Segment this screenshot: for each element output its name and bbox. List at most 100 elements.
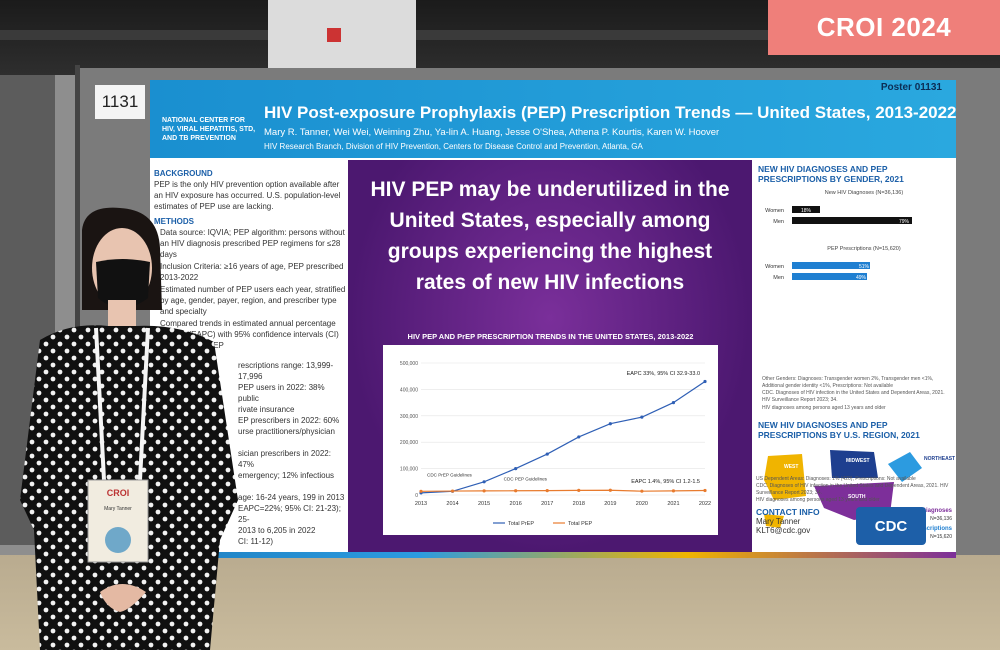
results-line: rivate insurance (238, 405, 295, 414)
y-tick-label: 300,000 (400, 414, 418, 420)
gender-bar-chart: New HIV Diagnoses (N=36,136) Women Men 1… (765, 190, 912, 281)
neck (108, 300, 136, 330)
badge-name: Mary Tanner (104, 506, 132, 512)
dx-men-value: 79% (899, 219, 910, 225)
data-point (450, 489, 455, 493)
alaska-shape (764, 514, 784, 528)
pep-women-bar (792, 262, 870, 269)
lanyard-right (138, 327, 150, 481)
region-age-note: HIV diagnoses among persons aged 13 year… (756, 497, 880, 503)
data-point (419, 489, 423, 493)
data-point (545, 452, 549, 456)
contact-name: Mary Tanner (756, 517, 801, 526)
clasped-hands (100, 584, 146, 612)
pep-men-bar (792, 273, 867, 280)
cdc-logo: CDC (856, 507, 926, 545)
data-point (703, 379, 707, 384)
gender-note: Other Genders: Diagnoses: Transgender wo… (762, 376, 934, 389)
results-line: rescriptions range: 13,999-17,996 (238, 361, 334, 381)
x-tick-label: 2016 (510, 501, 522, 507)
trend-chart-svg: 0 100,000 200,000 300,000 400,000 500,000 2013… (400, 361, 711, 527)
data-point (671, 489, 676, 493)
x-tick-label: 2022 (699, 501, 711, 507)
x-tick-label: 2014 (446, 501, 458, 507)
x-tick-label: 2021 (667, 501, 679, 507)
region-notes: US Dependent Areas: Diagnoses: 1% (420),… (756, 476, 954, 535)
series-line (420, 380, 706, 494)
x-tick-label: 2019 (604, 501, 616, 507)
x-tick-label: 2013 (415, 501, 427, 507)
data-point (577, 488, 581, 492)
northeast-label: NORTHEAST (924, 456, 955, 462)
trend-chart: HIV PEP AND PrEP PRESCRIPTION TRENDS IN … (383, 332, 718, 535)
key-message-panel: HIV PEP may be underutilized in the Unit… (348, 160, 752, 555)
y-tick-label: 100,000 (400, 467, 418, 473)
x-tick-label: 2018 (573, 501, 585, 507)
women-label: Women (765, 208, 784, 214)
concrete-column (268, 0, 416, 78)
pep-eapc-annotation: EAPC 1.4%, 95% CI 1.2-1.5 (631, 479, 700, 485)
poster-org: NATIONAL CENTER FOR HIV, VIRAL HEPATITIS… (162, 117, 256, 142)
lanyard-left (94, 327, 106, 481)
y-tick-label: 400,000 (400, 387, 418, 393)
poster-authors: Mary R. Tanner, Wei Wei, Weiming Zhu, Ya… (264, 127, 720, 138)
y-tick-label: 0 (415, 493, 418, 499)
presenter: CROI Mary Tanner (20, 207, 238, 650)
results-line: EP prescribers in 2022: 60% (238, 416, 340, 425)
results-line: PEP users in 2022: 38% public (238, 383, 325, 403)
results-line: sician prescribers in 2022: 47% (238, 449, 331, 469)
south-label: SOUTH (848, 494, 866, 500)
region-note: US Dependent Areas: Diagnoses: 1% (420),… (756, 476, 916, 482)
gender-source: CDC. Diagnoses of HIV infection in the U… (762, 390, 945, 403)
board-number-sign: 1131 (95, 85, 145, 119)
us-region-map: WEST MIDWEST NORTHEAST SOUTH HIV Diagnos… (764, 450, 955, 540)
background-text: PEP is the only HIV prevention option av… (154, 180, 341, 211)
prep-eapc-annotation: EAPC 33%, 95% CI 32.9-33.0 (627, 371, 700, 377)
data-point (545, 489, 549, 493)
gender-age-note: HIV diagnoses among persons aged 13 year… (762, 405, 886, 411)
poster-footer-strip (150, 552, 956, 558)
data-point (640, 415, 644, 419)
poster-affiliation: HIV Research Branch, Division of HIV Pre… (264, 142, 643, 151)
pep-guideline-annotation: CDC PEP Guidelines (504, 476, 548, 481)
poster-board-frame (75, 65, 80, 575)
results-line: urse practitioners/physician (238, 427, 335, 436)
results-line (238, 437, 346, 448)
background-heading: BACKGROUND (154, 169, 213, 178)
fire-alarm-sign (327, 28, 341, 42)
poster-header: Poster 01131 NATIONAL CENTER FOR HIV, VI… (150, 80, 956, 158)
data-point (671, 401, 676, 405)
series-line (420, 489, 706, 492)
poster-title: HIV Post-exposure Prophylaxis (PEP) Pres… (264, 103, 956, 122)
methods-bullet: Data source: IQVIA; PEP algorithm: perso… (160, 228, 345, 259)
poster-right-column: NEW HIV DIAGNOSES AND PEP PRESCRIPTIONS … (754, 160, 956, 555)
data-point (482, 480, 486, 484)
results-line: 2013 to 6,205 in 2022 (238, 526, 316, 535)
men-label: Men (773, 219, 784, 225)
dx-women-value: 18% (801, 208, 812, 214)
x-tick-label: 2017 (541, 501, 553, 507)
west-region (764, 454, 806, 500)
northeast-region (888, 452, 922, 482)
x-tick-label: 2020 (636, 501, 648, 507)
x-tick-label: 2015 (478, 501, 490, 507)
results-line: age: 16-24 years, 199 in 2013 (238, 493, 345, 502)
y-tick-label: 200,000 (400, 440, 418, 446)
midwest-label: MIDWEST (846, 458, 870, 464)
data-point (608, 488, 612, 492)
poster-left-column: BACKGROUND PEP is the only HIV preventio… (154, 164, 346, 554)
data-point (514, 489, 518, 493)
data-point (608, 422, 612, 426)
pep-rx-total: N=15,620 (930, 534, 952, 540)
legend-label: Total PEP (568, 521, 592, 527)
dx-chart-label: New HIV Diagnoses (N=36,136) (825, 190, 904, 196)
methods-heading: METHODS (154, 217, 194, 226)
croi-tag: CROI 2024 (768, 0, 1000, 55)
contact-heading: CONTACT INFO (756, 507, 820, 517)
badge-event: CROI (107, 488, 130, 498)
midwest-region (830, 450, 878, 478)
legend-label: Total PrEP (508, 521, 534, 527)
region-heading: NEW HIV DIAGNOSES AND PEP PRESCRIPTIONS … (758, 420, 920, 440)
results-line: emergency; 12% infectious (238, 471, 335, 480)
pep-chart-label: PEP Prescriptions (N=15,620) (827, 246, 901, 252)
